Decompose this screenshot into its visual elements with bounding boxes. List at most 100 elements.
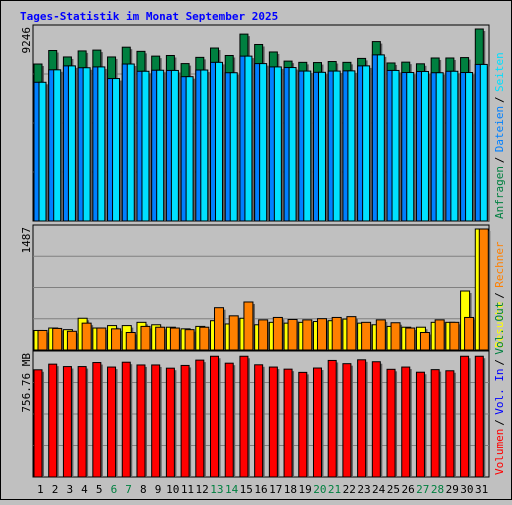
bar-visits-rechner-day-5 [96,327,107,351]
bar-visits-rechner-day-19 [302,319,313,351]
x-tick-label-day-31: 31 [475,483,488,496]
bar-requests-seiten-day-16 [259,63,268,222]
bar-visits-rechner-day-31 [478,228,489,351]
bar-volume-volumen-day-29 [445,370,455,478]
bar-volume-volumen-day-27 [415,371,425,478]
bar-requests-seiten-day-10 [170,69,179,222]
bar-requests-seiten-day-12 [200,69,209,222]
bar-visits-rechner-day-8 [140,325,151,351]
bar-requests-seiten-day-31 [479,63,488,222]
bar-requests-seiten-day-25 [391,69,400,222]
bar-visits-rechner-day-25 [390,322,401,351]
panel-volume-ymax-label: 756.76 MB [20,353,33,413]
bar-visits-rechner-day-17 [272,316,283,351]
bar-requests-seiten-day-5 [97,66,106,222]
bar-visits-rechner-day-28 [434,319,445,351]
legend-seiten: Seiten [493,52,506,92]
panel-visits-ymax-label: 1487 [20,227,33,254]
bar-requests-seiten-day-17 [273,66,282,222]
bar-volume-volumen-day-31 [474,355,484,478]
bar-requests-seiten-day-21 [332,70,341,222]
bar-requests-seiten-day-28 [435,72,444,222]
x-tick-label-day-9: 9 [155,483,162,496]
bar-volume-volumen-day-15 [239,355,249,478]
bar-volume-volumen-day-6 [107,366,117,478]
x-tick-label-day-1: 1 [37,483,44,496]
bar-volume-volumen-day-11 [180,364,190,478]
bar-volume-volumen-day-7 [121,361,131,478]
x-tick-label-day-27: 27 [416,483,429,496]
bar-requests-seiten-day-9 [156,69,165,222]
bar-volume-volumen-day-21 [327,359,337,478]
bar-volume-volumen-day-10 [165,367,175,478]
x-tick-label-day-19: 19 [299,483,312,496]
x-tick-label-day-25: 25 [387,483,400,496]
bar-visits-rechner-day-14 [228,315,239,351]
bar-requests-seiten-day-7 [126,63,135,222]
x-tick-label-day-11: 11 [181,483,194,496]
x-tick-label-day-5: 5 [96,483,103,496]
bar-visits-rechner-day-20 [316,318,327,351]
legend-separator: / [493,157,506,164]
legend-volumen: Volumen [493,429,506,475]
bar-visits-rechner-day-3 [66,330,77,351]
bar-volume-volumen-day-1 [33,369,43,478]
bar-volume-volumen-day-8 [136,364,146,478]
bar-visits-rechner-day-1 [37,329,48,351]
bar-volume-volumen-day-30 [460,355,470,478]
bar-requests-seiten-day-4 [82,67,91,222]
x-tick-label-day-26: 26 [401,483,414,496]
bar-requests-seiten-day-15 [244,55,253,222]
bar-requests-seiten-day-14 [229,72,238,222]
bar-visits-rechner-day-6 [111,328,122,351]
legend-dateien: Dateien [493,106,506,152]
bar-visits-rechner-day-11 [184,329,195,351]
x-tick-label-day-10: 10 [166,483,179,496]
bar-volume-volumen-day-14 [224,362,234,478]
bar-requests-seiten-day-3 [67,65,76,222]
legend-rechner: Rechner [493,241,506,288]
x-tick-label-day-28: 28 [431,483,444,496]
bar-requests-seiten-day-24 [376,54,385,222]
legend-separator: / [493,419,506,426]
x-tick-label-day-24: 24 [372,483,386,496]
bar-visits-rechner-day-23 [361,321,372,351]
bar-volume-volumen-day-12 [195,359,205,478]
bar-requests-seiten-day-27 [420,70,429,222]
bar-volume-volumen-day-9 [151,364,161,478]
bar-volume-volumen-day-23 [357,359,367,478]
bar-volume-volumen-day-18 [283,368,293,478]
x-tick-label-day-18: 18 [284,483,297,496]
legend-vol-out: Vol. Out [493,302,506,355]
bar-visits-rechner-day-29 [449,321,460,351]
x-tick-label-day-7: 7 [125,483,132,496]
x-tick-label-day-21: 21 [328,483,341,496]
x-tick-label-day-20: 20 [313,483,326,496]
bar-requests-seiten-day-23 [362,65,371,222]
legend-separator: / [493,359,506,366]
x-tick-label-day-12: 12 [196,483,209,496]
bar-visits-rechner-day-18 [287,318,298,351]
bar-visits-rechner-day-16 [258,319,269,351]
bar-volume-volumen-day-16 [254,364,264,478]
bar-requests-seiten-day-20 [317,71,326,222]
bar-visits-rechner-day-10 [169,327,180,351]
bar-requests-seiten-day-22 [347,70,356,222]
bar-requests-seiten-day-26 [406,72,415,222]
bar-visits-rechner-day-12 [199,326,210,351]
x-tick-label-day-15: 15 [240,483,253,496]
bar-visits-rechner-day-21 [331,316,342,351]
x-tick-label-day-6: 6 [111,483,118,496]
x-tick-label-day-23: 23 [357,483,370,496]
x-tick-label-day-13: 13 [210,483,223,496]
bar-visits-rechner-day-2 [52,327,63,351]
bar-volume-volumen-day-20 [312,367,322,478]
bar-requests-seiten-day-1 [38,81,47,222]
bar-visits-rechner-day-9 [155,326,166,351]
bar-volume-volumen-day-4 [77,366,87,478]
x-tick-label-day-3: 3 [66,483,73,496]
x-tick-label-day-16: 16 [254,483,267,496]
bar-visits-rechner-day-24 [375,319,386,351]
